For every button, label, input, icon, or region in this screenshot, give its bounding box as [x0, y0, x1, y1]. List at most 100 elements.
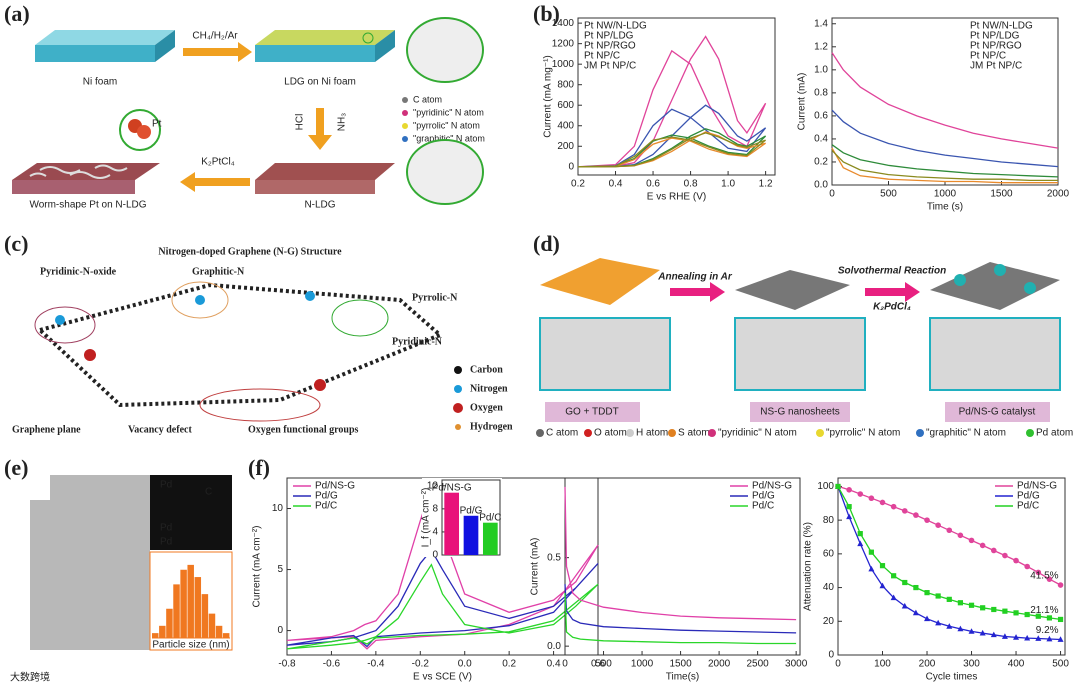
- y-axis-label: Current (mA): [530, 538, 541, 596]
- bar-label: Pd/C: [479, 512, 501, 523]
- legend-text: Pd/NS-G: [315, 481, 355, 492]
- plot-frame: [837, 477, 1066, 656]
- x-tick-label: 0.8: [684, 179, 698, 190]
- panel-label: (c): [4, 231, 28, 256]
- hist-bar: [166, 608, 173, 638]
- legend-text: Pd/NS-G: [1017, 481, 1057, 492]
- y-tick-label: 40: [823, 582, 835, 593]
- caption-box: [750, 402, 850, 422]
- slab-side: [255, 45, 375, 62]
- x-tick-label: 500: [1052, 659, 1069, 670]
- pd-particle: [1024, 282, 1036, 294]
- y-axis-label: Current (mA cm⁻²): [252, 526, 263, 608]
- slab-top: [35, 30, 175, 45]
- label: LDG on Ni foam: [284, 77, 356, 88]
- atom: [195, 295, 205, 305]
- legend-text: C atom: [546, 428, 578, 439]
- marker: [835, 483, 841, 490]
- marker: [912, 609, 919, 616]
- y-tick-label: 0: [568, 161, 574, 172]
- marker: [1013, 610, 1019, 616]
- slab-side: [375, 30, 395, 62]
- marker: [1013, 634, 1020, 640]
- legend-text: JM Pt NP/C: [584, 61, 636, 72]
- x-tick-label: 0.6: [591, 659, 605, 670]
- title: Nitrogen-doped Graphene (N-G) Structure: [158, 246, 342, 257]
- legend-text: Pd/NS-G: [752, 481, 792, 492]
- hist-bar: [194, 577, 202, 638]
- y-tick-label: 0.6: [814, 111, 828, 122]
- arrow: [670, 282, 725, 302]
- watermark: 大数跨境: [10, 671, 50, 684]
- panel-c: (c) Nitrogen-doped Graphene (N-G) Struct…: [4, 231, 513, 435]
- series-line: [564, 584, 797, 634]
- marker: [968, 602, 975, 608]
- label: K₂PtCl₄: [201, 157, 235, 168]
- x-tick-label: 1.2: [759, 179, 773, 190]
- marker: [1024, 611, 1030, 618]
- y-tick-label: 1.2: [814, 41, 828, 52]
- hist-bar: [201, 594, 209, 638]
- slab-side: [155, 30, 175, 62]
- marker: [857, 491, 864, 497]
- y-tick-label: 600: [557, 100, 574, 111]
- legend-text: H atom: [636, 428, 668, 439]
- legend-dot: [816, 429, 824, 437]
- plot-frame: [577, 17, 776, 176]
- label: Ni foam: [83, 77, 117, 88]
- highlight: [171, 281, 229, 319]
- legend-text: Pd/C: [1017, 501, 1039, 512]
- x-axis-label: Time (s): [927, 202, 963, 213]
- arrow: [183, 42, 252, 62]
- marker: [991, 606, 997, 613]
- marker: [935, 593, 941, 599]
- label: Annealing in Ar: [657, 272, 733, 283]
- marker: [968, 537, 975, 544]
- x-tick-label: 0.4: [609, 179, 623, 190]
- legend-dot: [454, 385, 462, 393]
- marker: [1046, 635, 1053, 642]
- legend: C atom O atom H atom S atom "pyridinic" N at…: [536, 428, 1073, 439]
- marker: [924, 517, 930, 523]
- y-tick-label: 4: [432, 527, 438, 538]
- legend-text: "graphitic" N atom: [413, 133, 485, 143]
- y-tick-label: 60: [823, 548, 835, 559]
- marker: [990, 631, 997, 638]
- hist-bar: [152, 633, 159, 638]
- series-line: [286, 484, 599, 650]
- saed-label: Pd: [160, 537, 172, 548]
- y-tick-label: 0.0: [814, 180, 828, 191]
- x-tick-label: 0.0: [458, 659, 472, 670]
- x-tick-label: -0.4: [367, 659, 385, 670]
- bar-label: Pd/NS-G: [432, 482, 472, 493]
- legend-dot: [402, 123, 408, 129]
- series-line: [577, 35, 767, 168]
- x-tick-label: 200: [919, 659, 936, 670]
- legend-text: Pt NP/RGO: [584, 41, 636, 52]
- marker: [979, 629, 986, 636]
- marker: [957, 625, 964, 632]
- y-tick-label: 80: [823, 515, 835, 526]
- y-tick-label: 1.4: [814, 18, 828, 29]
- y-axis-label: Attenuation rate (%): [803, 522, 814, 611]
- bar: [444, 492, 460, 555]
- legend-text: Pd/G: [752, 491, 775, 502]
- legend-text: "pyridinic" N atom: [413, 107, 484, 117]
- label: K₂PdCl₄: [873, 302, 911, 313]
- annotation: 21.1%: [1030, 605, 1058, 616]
- highlight: [34, 306, 96, 344]
- slab-top: [255, 163, 395, 180]
- y-tick-label: 1400: [552, 18, 575, 29]
- caption: Pd/NS-G catalyst: [959, 407, 1036, 418]
- legend-dot: [584, 429, 592, 437]
- legend-text: Nitrogen: [470, 383, 508, 394]
- y-tick-label: 0.2: [814, 157, 828, 168]
- y-tick-label: 5: [277, 564, 283, 575]
- legend-dot: [1026, 429, 1034, 437]
- label: Pyridinic-N-oxide: [40, 266, 117, 277]
- series-line: [577, 132, 767, 168]
- x-tick-label: 400: [1008, 659, 1025, 670]
- marker: [846, 513, 853, 520]
- marker: [890, 594, 897, 601]
- y-tick-label: 1000: [552, 59, 575, 70]
